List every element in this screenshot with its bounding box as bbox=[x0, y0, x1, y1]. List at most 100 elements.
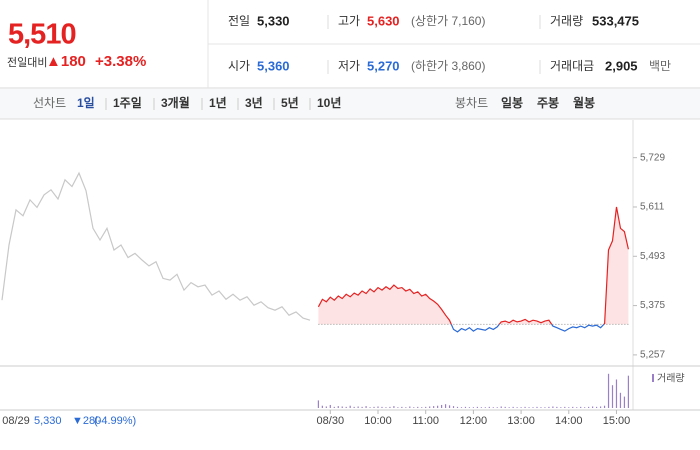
volume-bar bbox=[512, 406, 514, 408]
toolbar-label: 봉차트 bbox=[455, 96, 488, 110]
prev-info: (-4.99%) bbox=[94, 415, 136, 427]
volume-bar bbox=[607, 373, 610, 408]
volume-bar bbox=[401, 406, 403, 408]
volume-bar bbox=[440, 404, 443, 408]
volume-bar bbox=[484, 407, 486, 408]
stat-label: 고가 bbox=[338, 14, 360, 28]
volume-bar bbox=[568, 407, 570, 408]
legend-label: 거래량 bbox=[657, 373, 685, 385]
y-tick-label: 5,375 bbox=[640, 300, 665, 311]
stat-label: 시가 bbox=[228, 59, 250, 73]
volume-bar bbox=[341, 406, 343, 408]
volume-bar bbox=[592, 406, 594, 408]
volume-bar bbox=[599, 406, 602, 408]
volume-bar bbox=[393, 406, 395, 408]
volume-bar bbox=[345, 406, 347, 408]
period-button[interactable]: 3개월 bbox=[161, 95, 190, 110]
volume-bar bbox=[528, 407, 530, 408]
volume-bar bbox=[409, 406, 411, 408]
volume-bar bbox=[540, 407, 542, 408]
period-button[interactable]: 1일 bbox=[77, 96, 95, 110]
volume-bar bbox=[397, 407, 399, 408]
toolbar-label: 선차트 bbox=[33, 96, 66, 110]
y-tick-label: 5,493 bbox=[640, 251, 665, 262]
volume-bar bbox=[532, 407, 534, 408]
period-button[interactable]: 10년 bbox=[317, 96, 341, 110]
volume-bar bbox=[437, 405, 439, 408]
volume-bar bbox=[548, 406, 550, 408]
volume-bar bbox=[317, 400, 319, 408]
y-tick-label: 5,611 bbox=[640, 202, 665, 213]
volume-bar bbox=[444, 404, 447, 408]
stat-value: 2,905 bbox=[605, 58, 638, 73]
stat-label: 전일 bbox=[228, 14, 250, 28]
volume-bar bbox=[615, 379, 618, 408]
stat-value: 5,630 bbox=[367, 13, 400, 28]
change-label: 전일대비 bbox=[7, 55, 47, 69]
volume-bar bbox=[448, 405, 451, 408]
period-button[interactable]: 5년 bbox=[281, 96, 299, 110]
volume-bar bbox=[508, 407, 510, 408]
volume-bar bbox=[389, 406, 391, 408]
volume-bar bbox=[520, 407, 522, 408]
volume-bar bbox=[603, 405, 606, 408]
stat-value: 533,475 bbox=[592, 13, 639, 28]
y-tick-label: 5,257 bbox=[640, 350, 665, 361]
candle-button[interactable]: 주봉 bbox=[537, 96, 559, 110]
area bbox=[318, 207, 629, 325]
volume-bar bbox=[421, 407, 423, 408]
volume-bar bbox=[492, 407, 494, 408]
change: ▲180 bbox=[46, 53, 86, 70]
period-button[interactable]: 1년 bbox=[209, 96, 227, 110]
prev-info: ▼280 bbox=[72, 415, 101, 427]
volume-bar bbox=[619, 392, 622, 408]
line-down bbox=[450, 324, 605, 333]
volume-bar bbox=[385, 407, 387, 408]
prev-date: 08/29 bbox=[2, 415, 30, 427]
volume-bar bbox=[329, 404, 331, 408]
volume-bar bbox=[325, 406, 327, 408]
volume-bar bbox=[556, 406, 558, 408]
stat-label: 거래량 bbox=[550, 14, 583, 28]
volume-bar bbox=[464, 406, 467, 408]
prev-info: 5,330 bbox=[34, 415, 62, 427]
volume-bar bbox=[377, 406, 379, 408]
volume-bar bbox=[596, 406, 598, 408]
toolbar bbox=[0, 89, 700, 119]
period-button[interactable]: 1주일 bbox=[113, 96, 142, 110]
period-button[interactable]: 3년 bbox=[245, 96, 263, 110]
candle-button[interactable]: 월봉 bbox=[573, 95, 595, 110]
volume-bar bbox=[504, 406, 506, 408]
x-tick-label: 10:00 bbox=[364, 415, 392, 427]
candle-button[interactable]: 일봉 bbox=[501, 96, 523, 110]
x-tick-label: 08/30 bbox=[317, 415, 345, 427]
x-tick-label: 14:00 bbox=[555, 415, 583, 427]
volume-bar bbox=[524, 406, 526, 408]
volume-bar bbox=[488, 406, 490, 408]
volume-bar bbox=[544, 407, 546, 408]
volume-bar bbox=[560, 407, 562, 408]
x-tick-label: 15:00 bbox=[603, 415, 631, 427]
volume-bar bbox=[452, 406, 455, 408]
volume-bar bbox=[472, 407, 474, 408]
volume-bar bbox=[572, 406, 574, 408]
y-tick-label: 5,729 bbox=[640, 152, 665, 163]
volume-bar bbox=[580, 406, 582, 408]
stat-note: (상한가 7,160) bbox=[411, 14, 485, 28]
stat-value: 5,330 bbox=[257, 13, 290, 28]
volume-bar bbox=[576, 407, 578, 408]
volume-bar bbox=[476, 406, 478, 408]
volume-bar bbox=[468, 407, 471, 408]
volume-bar bbox=[536, 406, 538, 408]
volume-bar bbox=[516, 407, 518, 408]
change-pct: +3.38% bbox=[95, 53, 146, 70]
volume-bar bbox=[480, 407, 482, 408]
volume-bar bbox=[425, 406, 427, 408]
stat-note: 백만 bbox=[649, 59, 671, 73]
volume-bar bbox=[321, 405, 323, 408]
volume-bar bbox=[349, 405, 351, 408]
volume-bar bbox=[365, 406, 367, 408]
volume-bar bbox=[361, 406, 363, 408]
